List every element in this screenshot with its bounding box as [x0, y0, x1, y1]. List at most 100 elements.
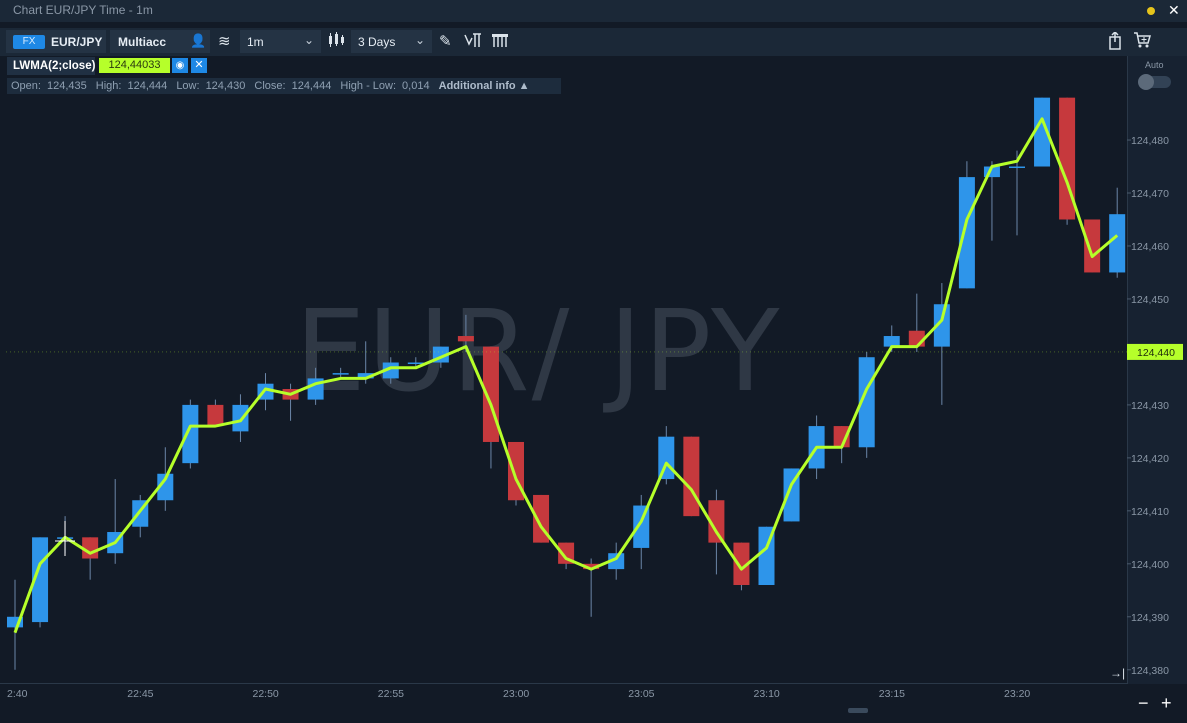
price-tick-label: 124,480	[1131, 135, 1169, 147]
auto-scale-label: Auto	[1145, 60, 1164, 70]
candle-body	[357, 373, 374, 379]
price-tick-label: 124,380	[1131, 665, 1169, 677]
candle-body	[232, 404, 249, 432]
bullish-candle	[983, 161, 1000, 241]
bullish-candle	[633, 494, 650, 570]
time-axis[interactable]	[0, 683, 1127, 706]
candle-body	[1059, 97, 1076, 220]
bullish-candle	[182, 399, 199, 469]
candle-body	[983, 166, 1000, 178]
scroll-to-end-icon[interactable]: →|	[1110, 666, 1126, 680]
bullish-candle	[7, 579, 23, 670]
low-label: Low:	[176, 80, 200, 92]
candle-body	[82, 537, 99, 559]
time-tick-label: 22:45	[127, 688, 154, 700]
instrument-type-badge: FX	[13, 35, 45, 49]
additional-info-toggle[interactable]: Additional info ▲	[438, 80, 530, 92]
candle-body	[7, 616, 23, 628]
candlestick-icon[interactable]	[327, 32, 345, 52]
chart-toolbar: FX EUR/JPY Multiacc 👤 ≋ 1m ⌄ 3 Days ⌄ ✎	[0, 28, 1187, 56]
indicators-icon[interactable]	[464, 32, 482, 52]
range-dropdown[interactable]: 3 Days ⌄	[351, 30, 432, 53]
candle-body	[583, 563, 600, 570]
export-icon[interactable]	[1108, 30, 1122, 54]
bullish-candle	[232, 394, 249, 442]
candle-body	[933, 304, 950, 347]
low-value: 124,430	[205, 80, 246, 92]
bearish-candle	[683, 436, 700, 517]
draw-icon[interactable]: ✎	[439, 33, 452, 50]
price-tick-label: 124,430	[1131, 400, 1169, 412]
time-tick-label: 22:50	[252, 688, 279, 700]
candle-body	[207, 404, 224, 427]
open-value: 124,435	[46, 80, 87, 92]
bullish-candle	[1034, 97, 1051, 167]
symbol-selector[interactable]: FX EUR/JPY	[6, 30, 106, 53]
indicator-name[interactable]: LWMA(2;close)	[7, 57, 95, 75]
high-value: 124,444	[127, 80, 168, 92]
time-tick-label: 23:10	[753, 688, 780, 700]
time-tick-label: 23:00	[503, 688, 530, 700]
time-tick-label: 23:05	[628, 688, 655, 700]
bearish-candle	[82, 537, 99, 580]
bearish-candle	[508, 441, 524, 506]
candle-body	[733, 542, 750, 585]
price-axis[interactable]	[1127, 56, 1187, 684]
price-tick-label: 124,390	[1131, 612, 1169, 624]
bearish-candle	[1084, 219, 1101, 273]
account-icon: 👤	[190, 33, 207, 48]
bullish-candle	[107, 479, 124, 564]
scrollbar-handle[interactable]	[848, 708, 868, 713]
candle-body	[182, 404, 199, 464]
crosshair-marker	[55, 521, 75, 556]
bullish-candle	[783, 468, 800, 522]
timeframe-dropdown[interactable]: 1m ⌄	[240, 30, 321, 53]
price-tick-label: 124,410	[1131, 506, 1169, 518]
current-price-badge	[1127, 343, 1183, 360]
account-selector[interactable]: Multiacc 👤	[110, 30, 210, 53]
candle-body	[157, 473, 174, 501]
bullish-candle	[1009, 150, 1025, 236]
current-price-label: 124,440	[1137, 347, 1175, 359]
price-tick-label: 124,470	[1131, 188, 1169, 200]
bullish-candle	[332, 367, 349, 379]
cart-icon[interactable]	[1133, 32, 1151, 52]
bearish-candle	[282, 383, 299, 421]
time-tick-label: 2:40	[7, 688, 28, 700]
high-label: High:	[95, 80, 122, 92]
range-value: 0,014	[402, 80, 430, 92]
bearish-candle	[908, 293, 925, 352]
open-label: Open:	[11, 80, 41, 92]
visibility-eye-icon[interactable]: ◉	[172, 58, 188, 73]
bullish-candle	[1109, 187, 1126, 278]
close-window-button[interactable]: ✕	[1168, 2, 1180, 18]
close-value: 124,444	[291, 80, 332, 92]
chart-type-icon[interactable]: ≋	[218, 33, 231, 50]
candle-body	[457, 336, 474, 342]
bearish-candle	[207, 399, 224, 427]
candle-body	[1009, 166, 1025, 169]
chevron-down-icon: ⌄	[415, 33, 426, 47]
zoom-out-button[interactable]: −	[1138, 693, 1149, 713]
candle-body	[332, 373, 349, 375]
time-tick-label: 23:15	[878, 688, 906, 700]
candle-body	[608, 553, 625, 570]
bearish-candle	[558, 542, 575, 570]
status-dot-icon	[1147, 7, 1155, 15]
history-icon[interactable]	[491, 32, 509, 52]
account-label: Multiacc	[118, 35, 167, 49]
candle-body	[708, 500, 725, 543]
remove-indicator-icon[interactable]: ✕	[191, 58, 207, 73]
candle-body	[633, 505, 650, 548]
price-tick-label: 124,460	[1131, 241, 1169, 253]
candle-body	[683, 436, 700, 517]
zoom-in-button[interactable]: +	[1161, 693, 1172, 713]
candle-body	[407, 362, 424, 365]
candle-body	[1109, 214, 1126, 273]
range-label: High - Low:	[340, 80, 397, 92]
symbol-label: EUR/JPY	[51, 35, 103, 49]
bullish-candle	[407, 357, 424, 368]
indicator-value: 124,44033	[99, 58, 170, 73]
bearish-candle	[1059, 97, 1076, 225]
